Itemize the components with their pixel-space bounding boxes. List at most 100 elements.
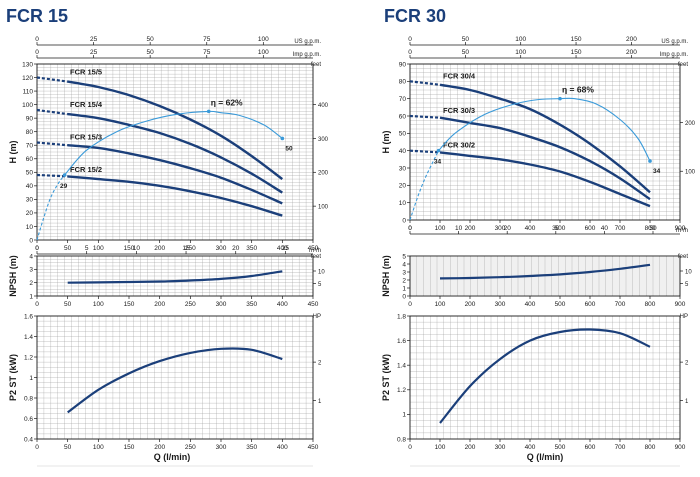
efficiency-point xyxy=(280,136,285,141)
x-tick-label: 200 xyxy=(465,444,476,451)
y-tick-label: 1.4 xyxy=(397,363,406,370)
y-tick-label: 1.6 xyxy=(397,338,406,345)
y-tick-label: 0 xyxy=(29,237,33,244)
head-curve-dashed-fcr-15-4 xyxy=(36,108,68,116)
head-curve-dashed-fcr-30-2 xyxy=(409,149,441,154)
head-curve-fcr-15-4 xyxy=(67,112,283,194)
y-tick-label: 20 xyxy=(399,183,407,190)
y-tick-label: 40 xyxy=(399,148,407,155)
x-tick-label: 500 xyxy=(555,225,566,232)
y-tick-label: 90 xyxy=(26,115,34,122)
right-tick-label: 200 xyxy=(685,121,696,127)
x-tick-label: 0 xyxy=(408,301,412,308)
efficiency-curve-dashed xyxy=(409,150,439,221)
top-axis-tick-label: 0 xyxy=(35,36,39,43)
x-tick-label: 450 xyxy=(308,301,319,308)
x-tick-label: 0 xyxy=(35,444,39,451)
efficiency-point xyxy=(558,96,562,101)
x-tick-label: 400 xyxy=(277,444,288,451)
head-curve-fcr-15-3 xyxy=(67,144,283,205)
power-y-axis-label: P2 ST (kW) xyxy=(8,354,18,401)
power-right-unit: HP xyxy=(680,314,688,320)
y-tick-label: 80 xyxy=(26,129,34,136)
right-tick-label: 100 xyxy=(685,170,696,176)
power-panel-fcr-15: 0.4 0.6 0.8 1 1.2 1.4 1.6 P2 ST (kW) HP 1 2 0 50 100 1… xyxy=(8,313,322,451)
x-tick-label: 250 xyxy=(185,245,196,252)
curve-label: FCR 15/2 xyxy=(70,165,102,174)
x-tick-label: 0 xyxy=(408,225,412,232)
m3h-tick-label: 25 xyxy=(282,245,290,252)
x-tick-label: 150 xyxy=(124,301,135,308)
head-curve-dashed-fcr-30-4 xyxy=(409,80,441,86)
top-axis-tick-label: 50 xyxy=(462,49,470,56)
npsh-frame xyxy=(36,255,314,297)
right-tick-label: 5 xyxy=(685,282,689,288)
x-tick-label: 100 xyxy=(93,245,104,252)
x-tick-label: 300 xyxy=(216,245,227,252)
top-axis-tick-label: 0 xyxy=(408,49,412,56)
x-tick-label: 900 xyxy=(675,225,686,232)
efficiency-curve xyxy=(64,110,283,176)
head-curve-dashed-fcr-30-3 xyxy=(409,114,441,119)
x-tick-label: 700 xyxy=(615,301,626,308)
chart-fcr-15: FCR 15 Q (l/min) 0 25 50 75 100 US g.p.m.0 25 5… xyxy=(6,6,329,467)
x-tick-label: 100 xyxy=(435,225,446,232)
y-tick-label: 3 xyxy=(29,267,33,274)
power-panel-fcr-30: 0.8 1 1.2 1.4 1.6 1.8 P2 ST (kW) HP 1 2 0 100 200 300… xyxy=(381,313,689,451)
x-tick-label: 150 xyxy=(124,245,135,252)
x-tick-label: 900 xyxy=(675,444,686,451)
top-axis-tick-label: 150 xyxy=(571,36,582,43)
curve-label: FCR 15/5 xyxy=(70,68,102,77)
head-right-unit: feet xyxy=(678,62,688,68)
y-tick-label: 0.6 xyxy=(24,416,33,423)
npsh-curve xyxy=(67,270,283,284)
x-tick-label: 700 xyxy=(615,444,626,451)
x-tick-label: 700 xyxy=(615,225,626,232)
top-axis-tick-label: 100 xyxy=(258,49,269,56)
efficiency-label: η = 68% xyxy=(562,85,594,95)
x-tick-label: 50 xyxy=(64,444,72,451)
y-tick-label: 1.2 xyxy=(397,387,406,394)
y-tick-label: 10 xyxy=(399,200,407,207)
y-tick-label: 0 xyxy=(402,217,406,224)
x-tick-label: 400 xyxy=(525,444,536,451)
x-axis-label-fcr-15: Q (l/min) xyxy=(154,452,191,462)
right-tick-label: 10 xyxy=(685,269,692,275)
top-axis-unit-us-gpm: US g.p.m. xyxy=(294,39,321,45)
right-tick-label: 400 xyxy=(318,103,329,109)
m3h-tick-label: 40 xyxy=(601,225,609,232)
m3h-tick-label: 15 xyxy=(182,245,190,252)
y-tick-label: 1.4 xyxy=(24,334,33,341)
y-tick-label: 1 xyxy=(402,412,406,419)
top-axis-tick-label: 50 xyxy=(462,36,470,43)
x-tick-label: 0 xyxy=(35,245,39,252)
y-tick-label: 80 xyxy=(399,79,407,86)
y-tick-label: 0.8 xyxy=(24,395,33,402)
y-tick-label: 50 xyxy=(399,131,407,138)
x-tick-label: 50 xyxy=(64,245,72,252)
top-axis-tick-label: 100 xyxy=(258,36,269,43)
right-tick-label: 1 xyxy=(685,399,689,405)
top-axis-tick-label: 25 xyxy=(90,36,98,43)
npsh-y-axis-label: NPSH (m) xyxy=(381,255,391,297)
m3h-tick-label: 0 xyxy=(408,225,412,232)
m3h-tick-label: 10 xyxy=(455,225,463,232)
y-tick-label: 30 xyxy=(26,197,34,204)
x-tick-label: 200 xyxy=(154,444,165,451)
npsh-y-axis-label: NPSH (m) xyxy=(8,255,18,297)
efficiency-label: η = 62% xyxy=(211,97,243,107)
curve-label: FCR 30/2 xyxy=(443,141,475,150)
y-tick-label: 70 xyxy=(399,96,407,103)
y-tick-label: 30 xyxy=(399,165,407,172)
m3h-tick-label: 5 xyxy=(85,245,89,252)
x-tick-label: 350 xyxy=(246,245,257,252)
x-tick-label: 200 xyxy=(154,301,165,308)
m3h-tick-label: 30 xyxy=(552,225,560,232)
y-tick-label: 1.2 xyxy=(24,354,33,361)
x-tick-label: 200 xyxy=(465,225,476,232)
power-curve xyxy=(439,328,651,424)
y-tick-label: 70 xyxy=(26,143,34,150)
y-tick-label: 10 xyxy=(26,224,34,231)
